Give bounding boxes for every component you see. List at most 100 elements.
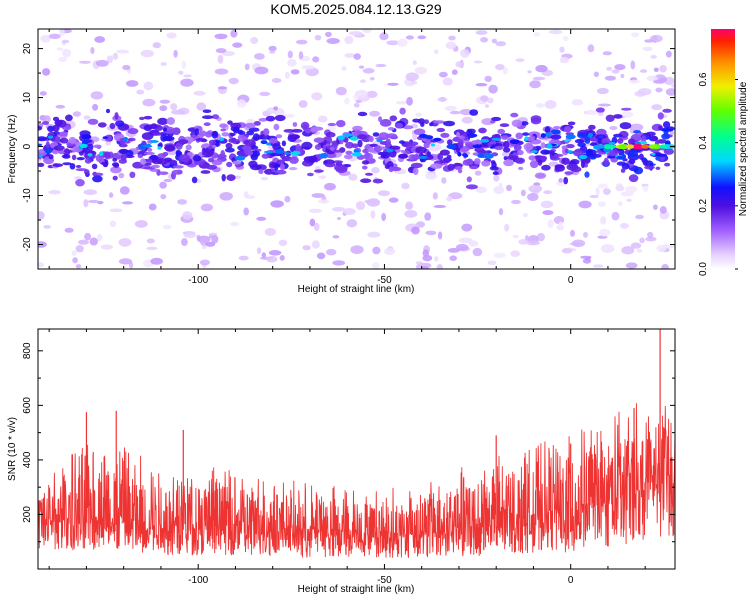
heatmap-cell <box>214 68 229 75</box>
heatmap-cell <box>442 77 453 86</box>
heatmap-cell <box>385 138 391 146</box>
heatmap-cell <box>366 90 378 98</box>
heatmap-cell <box>501 135 509 140</box>
heatmap-cell <box>448 35 456 41</box>
heatmap-cell <box>397 38 408 47</box>
heatmap-cell <box>47 135 54 139</box>
heatmap-cell <box>558 178 563 183</box>
heatmap-cell <box>258 134 271 140</box>
heatmap-cell <box>447 248 460 253</box>
heatmap-cell <box>372 132 380 137</box>
heatmap-cell <box>86 143 94 151</box>
heatmap-cell <box>443 120 455 127</box>
colorbar-label: Normalized spectral amplitude <box>738 81 749 216</box>
heatmap-cell <box>325 31 332 37</box>
heatmap-cell <box>651 152 656 156</box>
heatmap-cell <box>146 158 153 164</box>
heatmap-cell <box>160 62 168 66</box>
heatmap-cell <box>459 149 466 153</box>
heatmap-cell <box>52 124 60 132</box>
heatmap-cell <box>540 200 554 209</box>
heatmap-cell <box>388 145 401 150</box>
heatmap-cell <box>472 144 482 149</box>
heatmap-cell <box>211 159 223 166</box>
heatmap-cell <box>625 262 638 269</box>
heatmap-cell <box>39 91 47 96</box>
heatmap-cell <box>335 166 348 174</box>
heatmap-cell <box>655 87 663 93</box>
heatmap-cell <box>603 188 611 196</box>
heatmap-cell <box>466 176 472 183</box>
heatmap-cell <box>554 164 565 172</box>
heatmap-cell <box>645 236 657 242</box>
heatmap-cell <box>75 168 88 172</box>
heatmap-cell <box>38 162 45 167</box>
heatmap-cell <box>327 122 337 127</box>
heatmap-cell <box>613 114 623 119</box>
heatmap-cell <box>523 212 528 218</box>
heatmap-x-ticks: -100 -50 0 <box>48 29 646 286</box>
heatmap-cell <box>530 150 538 153</box>
heatmap-cell <box>656 139 667 144</box>
heatmap-cell <box>118 172 125 179</box>
heatmap-cell <box>567 121 576 126</box>
heatmap-point <box>290 134 300 140</box>
heatmap-ridge-point <box>618 144 627 149</box>
heatmap-cell <box>361 160 370 165</box>
heatmap-point <box>398 153 409 159</box>
heatmap-cell <box>422 254 433 262</box>
heatmap-cell <box>639 132 644 136</box>
heatmap-cell <box>598 183 609 189</box>
heatmap-cell <box>398 140 406 144</box>
heatmap-cell <box>498 208 504 216</box>
heatmap-cell <box>256 247 262 254</box>
heatmap-cell <box>544 126 551 134</box>
heatmap-cell <box>316 252 326 260</box>
heatmap-cell <box>510 112 519 118</box>
heatmap-cell <box>38 211 45 220</box>
heatmap-cell <box>116 49 130 54</box>
heatmap-cell <box>664 162 671 167</box>
heatmap-cell <box>203 122 211 127</box>
heatmap-cell <box>175 142 183 150</box>
heatmap-cell <box>588 124 596 130</box>
heatmap-cell <box>205 241 216 247</box>
heatmap-cell <box>83 115 91 120</box>
heatmap-cell <box>655 166 661 170</box>
heatmap-cell <box>386 148 394 153</box>
heatmap-cell <box>379 119 392 127</box>
heatmap-cell <box>254 66 269 75</box>
heatmap-cell <box>195 137 207 142</box>
heatmap-cell <box>571 100 584 106</box>
heatmap-cell <box>143 151 155 155</box>
heatmap-cell <box>100 244 114 250</box>
heatmap-cell <box>433 137 442 142</box>
heatmap-cell <box>541 164 551 171</box>
heatmap-cell <box>445 41 457 50</box>
heatmap-cell <box>436 264 443 269</box>
heatmap-cell <box>112 158 118 162</box>
heatmap-cell <box>638 141 648 145</box>
heatmap-cell <box>118 238 132 247</box>
heatmap-cell <box>368 135 374 143</box>
heatmap-cell <box>178 154 191 163</box>
heatmap-cell <box>65 114 73 122</box>
heatmap-cell <box>314 169 324 173</box>
heatmap-cell <box>100 161 107 165</box>
heatmap-cell <box>244 63 250 71</box>
heatmap-cell <box>164 144 176 152</box>
heatmap-cell <box>159 99 171 104</box>
heatmap-cell <box>157 153 167 159</box>
heatmap-cell <box>565 144 575 149</box>
heatmap-cell <box>317 115 328 123</box>
heatmap-cell <box>589 194 599 199</box>
heatmap-cell <box>506 155 519 161</box>
heatmap-cell <box>38 262 45 268</box>
heatmap-cell <box>146 238 155 244</box>
heatmap-cell <box>564 127 570 132</box>
heatmap-cell <box>544 100 557 109</box>
heatmap-cell <box>243 139 256 147</box>
heatmap-cell <box>412 60 417 65</box>
heatmap-cell <box>143 124 152 132</box>
heatmap-cell <box>446 154 452 159</box>
